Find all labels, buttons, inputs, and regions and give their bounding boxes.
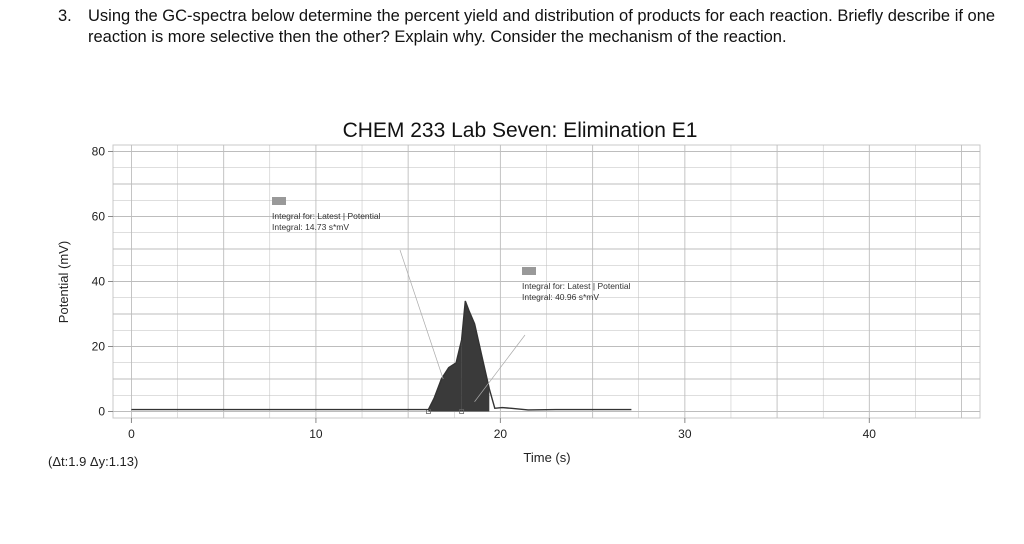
y-tick-label: 80 bbox=[92, 145, 106, 159]
y-tick-label: 0 bbox=[98, 405, 105, 419]
question-text: Using the GC-spectra below determine the… bbox=[88, 7, 996, 46]
integral-annotations: Integral for: Latest | PotentialIntegral… bbox=[272, 197, 631, 402]
x-tick-label: 40 bbox=[863, 427, 877, 441]
annotation-line-1: Integral for: Latest | Potential bbox=[272, 211, 381, 221]
x-tick-label: 20 bbox=[494, 427, 508, 441]
question-number: 3. bbox=[58, 7, 72, 25]
x-axis-label: Time (s) bbox=[523, 450, 570, 465]
y-tick-label: 20 bbox=[92, 340, 106, 354]
annotation-line-2: Integral: 14.73 s*mV bbox=[272, 222, 349, 232]
annotation-leader bbox=[474, 334, 526, 402]
integral-region-1 bbox=[428, 340, 462, 412]
delta-readout: (Δt:1.9 Δy:1.13) bbox=[48, 454, 138, 469]
chart-title: CHEM 233 Lab Seven: Elimination E1 bbox=[343, 119, 698, 142]
integral-marker bbox=[459, 409, 465, 414]
axis-ticks: 0 10 20 30 40 0 20 40 60 80 bbox=[92, 145, 877, 442]
annotation-line-1: Integral for: Latest | Potential bbox=[522, 281, 631, 291]
annotation-icon bbox=[272, 197, 286, 205]
x-tick-label: 30 bbox=[678, 427, 692, 441]
y-axis-label: Potential (mV) bbox=[56, 241, 71, 323]
annotation-leader bbox=[399, 249, 444, 380]
y-tick-label: 40 bbox=[92, 275, 106, 289]
integral-regions bbox=[426, 301, 490, 414]
annotation-line-2: Integral: 40.96 s*mV bbox=[522, 292, 599, 302]
x-tick-label: 10 bbox=[309, 427, 323, 441]
annotation-icon bbox=[522, 267, 536, 275]
integral-region-2 bbox=[461, 301, 490, 412]
chromatogram-trace bbox=[131, 300, 632, 411]
x-tick-label: 0 bbox=[128, 427, 135, 441]
y-tick-label: 60 bbox=[92, 210, 106, 224]
trace-line bbox=[131, 300, 632, 411]
